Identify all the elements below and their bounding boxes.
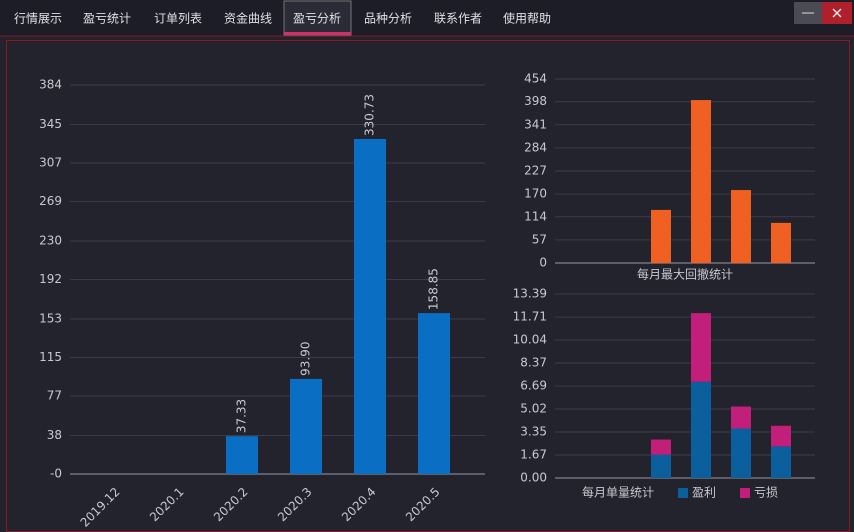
y-tick-label: 398: [524, 94, 547, 108]
tab-bar: [0, 0, 854, 36]
close-icon: [832, 8, 842, 18]
y-tick-label: 307: [39, 156, 62, 170]
bar: [651, 209, 671, 263]
y-tick-label: 5.02: [520, 402, 547, 416]
y-tick-label: 77: [47, 388, 62, 402]
y-tick-label: 115: [39, 350, 62, 364]
bar-segment: [691, 313, 711, 382]
tab[interactable]: 资金曲线: [224, 11, 272, 26]
bar: [290, 378, 322, 474]
bar: [731, 190, 751, 263]
y-tick-label: 227: [524, 164, 547, 178]
y-tick-label: 345: [39, 117, 62, 131]
tab[interactable]: 联系作者: [434, 12, 482, 26]
y-tick-label: 192: [39, 272, 62, 286]
chart-title: 每月单量统计: [582, 485, 654, 500]
bar: [354, 138, 386, 474]
tab[interactable]: 使用帮助: [503, 11, 551, 26]
y-tick-label: 8.37: [520, 355, 547, 369]
legend-label: 盈利: [692, 486, 716, 500]
active-tab-underline: [284, 32, 351, 35]
y-tick-label: 454: [524, 72, 547, 86]
bar-segment: [771, 425, 791, 447]
tabs: 行情展示 盈亏统计 订单列表 资金曲线 盈亏分析 品种分析 联系作者 使用帮助: [14, 0, 551, 36]
bar-segment: [651, 439, 671, 455]
value-label: 93.90: [299, 342, 313, 376]
y-tick-label: 0: [539, 256, 547, 270]
bar-segment: [651, 454, 671, 478]
legend-swatch: [678, 488, 688, 498]
active-tab: [283, 0, 352, 36]
tab[interactable]: 行情展示: [14, 12, 62, 26]
chart-title: 每月最大回撤统计: [637, 267, 733, 282]
bar-segment: [771, 446, 791, 478]
y-tick-label: 11.71: [513, 310, 547, 324]
y-tick-label: 341: [524, 117, 547, 131]
bar-segment: [731, 428, 751, 478]
y-tick-label: 269: [39, 194, 62, 208]
y-tick-label: 13.39: [513, 287, 547, 301]
y-tick-label: 0.00: [520, 471, 547, 485]
bar-segment: [691, 381, 711, 478]
y-tick-label: 384: [39, 78, 62, 92]
y-tick-label: 170: [524, 187, 547, 201]
y-tick-label: 230: [39, 234, 62, 248]
tab[interactable]: 品种分析: [364, 12, 412, 26]
y-tick-label: 114: [524, 209, 547, 223]
value-label: 330.73: [363, 94, 377, 136]
y-tick-label: 57: [532, 232, 547, 246]
y-tick-label: 153: [39, 312, 62, 326]
y-tick-label: 284: [524, 140, 547, 154]
bar-segment: [731, 406, 751, 429]
y-tick-label: 1.67: [520, 448, 547, 462]
y-tick-label: 6.69: [520, 379, 547, 393]
bar: [226, 436, 258, 474]
bar: [771, 222, 791, 263]
value-label: 158.85: [427, 268, 441, 310]
value-label: 37.33: [235, 399, 249, 433]
tab[interactable]: 盈亏统计: [83, 12, 131, 26]
legend-swatch: [740, 488, 750, 498]
bar: [691, 100, 711, 263]
legend-label: 亏损: [754, 486, 778, 500]
tab[interactable]: 盈亏分析: [293, 12, 341, 26]
tab[interactable]: 订单列表: [154, 12, 202, 26]
y-tick-label: 3.35: [520, 424, 547, 438]
y-tick-label: -0: [50, 467, 62, 481]
y-tick-label: 38: [47, 428, 62, 442]
y-tick-label: 10.04: [513, 333, 547, 347]
bar: [418, 313, 450, 474]
